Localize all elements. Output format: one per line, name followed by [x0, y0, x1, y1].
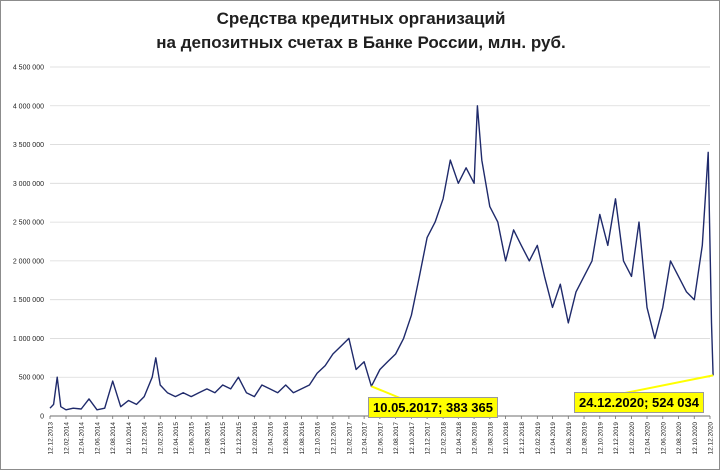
annotation-leaders — [370, 374, 714, 399]
y-tick-label: 3 000 000 — [13, 181, 44, 188]
x-tick-label: 12.02.2014 — [64, 422, 71, 455]
x-tick-label: 12.10.2019 — [597, 422, 604, 455]
x-tick-label: 12.12.2020 — [708, 422, 715, 455]
y-tick-label: 0 — [40, 414, 44, 421]
series-line — [49, 105, 714, 411]
x-tick-label: 12.06.2018 — [472, 422, 479, 455]
x-tick-label: 12.04.2017 — [362, 422, 369, 455]
x-tick-label: 12.02.2020 — [629, 422, 636, 455]
x-tick-label: 12.08.2015 — [204, 422, 211, 455]
x-tick-label: 12.08.2017 — [393, 422, 400, 455]
x-tick-label: 12.08.2018 — [487, 422, 494, 455]
x-tick-label: 12.12.2015 — [236, 422, 243, 455]
x-tick-label: 12.08.2016 — [299, 422, 306, 455]
y-tick-label: 1 500 000 — [13, 297, 44, 304]
x-axis-ticks: 12.12.2013 12.02.2014 12.04.2014 12.06.2014… — [48, 416, 715, 455]
x-tick-label: 12.02.2018 — [441, 422, 448, 455]
x-tick-label: 12.12.2017 — [425, 422, 432, 455]
y-tick-label: 1 000 000 — [13, 336, 44, 343]
x-tick-label: 12.12.2018 — [519, 422, 526, 455]
y-tick-label: 2 000 000 — [13, 258, 44, 265]
x-tick-label: 12.02.2017 — [346, 422, 353, 455]
chart-title-line-1: Средства кредитных организаций — [216, 9, 506, 28]
gridlines — [50, 66, 710, 417]
x-tick-label: 12.10.2018 — [503, 422, 510, 455]
x-tick-label: 12.08.2019 — [582, 422, 589, 455]
x-tick-label: 12.04.2018 — [456, 422, 463, 455]
x-tick-label: 12.12.2019 — [613, 422, 620, 455]
annotation-leader — [370, 385, 401, 399]
annotation-callout-min: 10.05.2017; 383 365 — [368, 397, 498, 418]
annotation-leader — [619, 374, 714, 395]
x-tick-label: 12.06.2020 — [660, 422, 667, 455]
x-tick-label: 12.10.2015 — [220, 422, 227, 455]
x-tick-label: 12.02.2019 — [535, 422, 542, 455]
x-tick-label: 12.10.2017 — [409, 422, 416, 455]
x-tick-label: 12.08.2020 — [676, 422, 683, 455]
x-tick-label: 12.06.2016 — [283, 422, 290, 455]
x-tick-label: 12.12.2016 — [330, 422, 337, 455]
y-tick-label: 2 500 000 — [13, 220, 44, 227]
x-tick-label: 12.02.2015 — [158, 422, 165, 455]
x-tick-label: 12.08.2014 — [110, 422, 117, 455]
x-tick-label: 12.06.2017 — [377, 422, 384, 455]
x-tick-label: 12.12.2014 — [142, 422, 149, 455]
x-tick-label: 12.10.2020 — [692, 422, 699, 455]
x-tick-label: 12.04.2019 — [550, 422, 557, 455]
x-tick-label: 12.06.2019 — [566, 422, 573, 455]
x-tick-label: 12.06.2014 — [94, 422, 101, 455]
y-tick-label: 4 000 000 — [13, 103, 44, 110]
x-tick-label: 12.12.2013 — [48, 422, 55, 455]
x-tick-label: 12.10.2016 — [315, 422, 322, 455]
x-tick-label: 12.02.2016 — [252, 422, 259, 455]
x-tick-label: 12.04.2016 — [267, 422, 274, 455]
x-tick-label: 12.04.2014 — [79, 422, 86, 455]
y-tick-label: 4 500 000 — [13, 65, 44, 72]
y-tick-label: 500 000 — [19, 375, 44, 382]
annotation-callout-last: 24.12.2020; 524 034 — [574, 392, 704, 413]
chart-title-line-2: на депозитных счетах в Банке России, млн… — [156, 33, 566, 52]
y-axis-ticks: 0 500 000 1 000 000 1 500 000 2 000 000 2 500… — [13, 65, 44, 421]
chart-title: Средства кредитных организаций на депози… — [1, 7, 720, 55]
x-tick-label: 12.10.2014 — [126, 422, 133, 455]
x-tick-label: 12.04.2020 — [645, 422, 652, 455]
x-tick-label: 12.04.2015 — [173, 422, 180, 455]
y-tick-label: 3 500 000 — [13, 142, 44, 149]
x-tick-label: 12.06.2015 — [189, 422, 196, 455]
